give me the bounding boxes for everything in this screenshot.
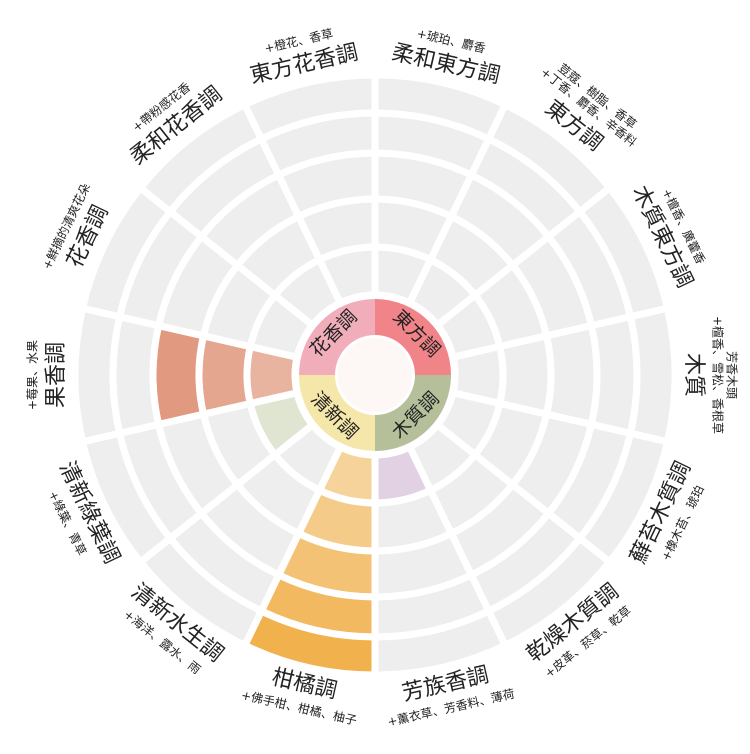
empty-segment	[587, 312, 641, 438]
family-name: 木質	[681, 353, 706, 397]
family-name: 果香調	[44, 342, 69, 408]
inner-family	[299, 375, 375, 451]
empty-segment	[240, 71, 379, 144]
center	[338, 338, 412, 412]
family-notes: 芳香木頭	[725, 351, 739, 399]
empty-segment	[71, 304, 124, 446]
empty-segment	[109, 312, 163, 438]
family-notes: +莓果、水果	[26, 340, 40, 410]
empty-segment	[542, 321, 601, 429]
empty-segment	[626, 304, 679, 446]
inner-family	[375, 375, 451, 451]
inner-family	[299, 299, 375, 375]
intensity-segment	[149, 321, 208, 429]
family-notes: +檀香、雪松、香根草	[711, 316, 726, 434]
inner-family	[375, 299, 451, 375]
